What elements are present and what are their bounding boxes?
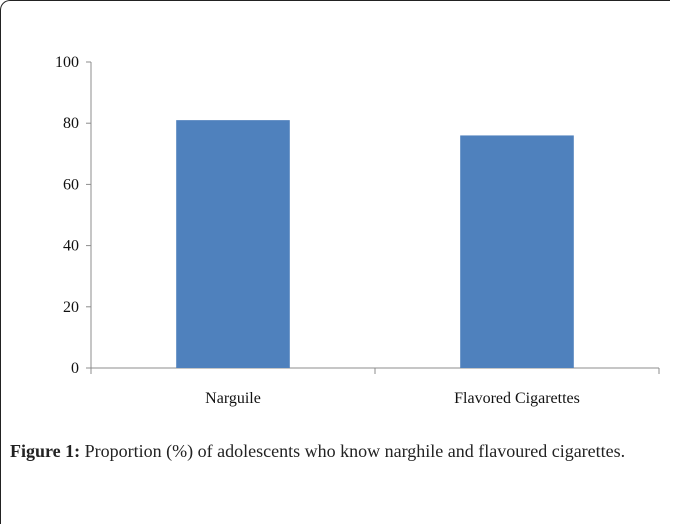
y-axis: 0 20 40 60 80 100 xyxy=(55,54,92,377)
x-category-label: Narguile xyxy=(205,390,261,407)
bar xyxy=(176,120,290,368)
figure-caption-label: Figure 1: xyxy=(10,441,81,461)
y-tick-label: 40 xyxy=(63,238,79,255)
y-tick-label: 0 xyxy=(71,360,79,377)
figure-caption: Figure 1: Proportion (%) of adolescents … xyxy=(10,439,664,464)
x-category-label: Flavored Cigarettes xyxy=(454,390,580,407)
y-tick-label: 80 xyxy=(63,115,79,132)
bars xyxy=(176,120,574,368)
y-tick-label: 20 xyxy=(63,299,79,316)
bar xyxy=(460,135,574,368)
y-tick-label: 100 xyxy=(55,54,79,71)
figure-caption-text: Proportion (%) of adolescents who know n… xyxy=(84,441,626,461)
bar-chart: 0 20 40 60 80 100 Narguile Flavored Cigarettes xyxy=(55,54,660,407)
y-tick-label: 60 xyxy=(63,176,79,193)
x-axis: Narguile Flavored Cigarettes xyxy=(90,367,660,407)
